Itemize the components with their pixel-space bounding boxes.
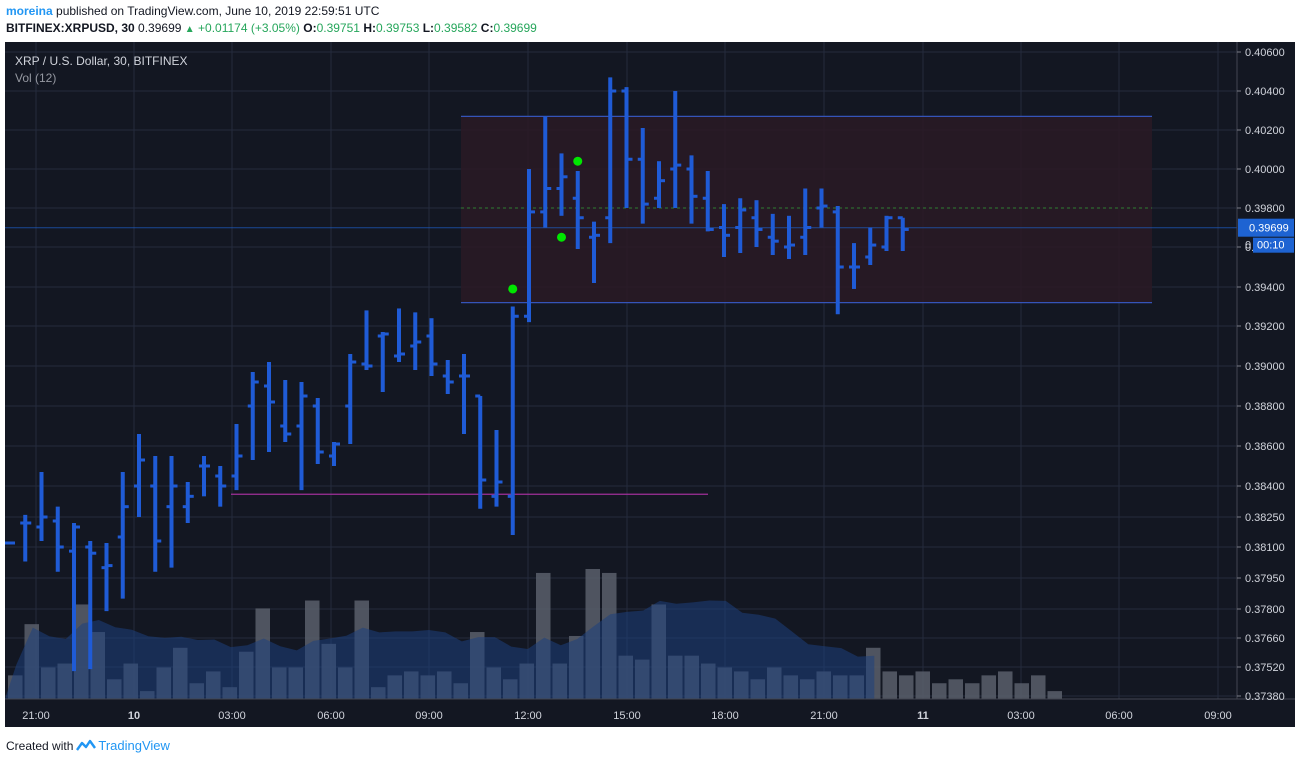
chart-lines — [5, 115, 1237, 495]
time-tick-label: 15:00 — [613, 710, 641, 722]
price-tick-label: 0.37380 — [1245, 691, 1285, 703]
open-value: 0.39751 — [316, 21, 360, 35]
high-value: 0.39753 — [375, 21, 420, 35]
price-tick-label: 0.37660 — [1245, 633, 1285, 645]
last-price: 0.39699 — [138, 21, 182, 35]
price-axis[interactable] — [1237, 42, 1295, 699]
created-with-text: Created with — [6, 739, 74, 753]
low-label: L: — [422, 21, 435, 35]
chart-legend-title: XRP / U.S. Dollar, 30, BITFINEX — [15, 54, 188, 68]
symbol-line: BITFINEX:XRPUSD, 30 0.39699 ▲ +0.01174 (… — [6, 21, 537, 35]
time-axis-labels: 21:00 10 03:00 06:00 09:00 12:00 15:00 18:00 21:… — [22, 710, 1232, 722]
high-label: H: — [363, 21, 376, 35]
volume-ma-area — [5, 600, 875, 699]
volume-bar — [1031, 675, 1046, 699]
volume-bar — [915, 671, 930, 699]
time-tick-label: 21:00 — [22, 710, 50, 722]
volume-bar — [948, 679, 963, 699]
price-tick-label: 0.40400 — [1245, 86, 1285, 98]
price-tick-label: 0.39000 — [1245, 361, 1285, 373]
footer: Created with TradingView — [6, 738, 170, 753]
price-tick-label: 0.37520 — [1245, 662, 1285, 674]
open-label: O: — [303, 21, 317, 35]
publish-line: moreina published on TradingView.com, Ju… — [6, 4, 379, 18]
tradingview-link[interactable]: TradingView — [98, 738, 170, 753]
up-arrow-icon: ▲ — [184, 24, 195, 35]
time-tick-label: 03:00 — [1007, 710, 1035, 722]
volume-legend: Vol (12) — [15, 71, 56, 85]
price-tick-label: 0.37950 — [1245, 573, 1285, 585]
price-tick-label: 0.38400 — [1245, 481, 1285, 493]
signal-marker — [573, 156, 583, 166]
volume-bar — [981, 675, 996, 699]
price-change: +0.01174 (+3.05%) — [198, 21, 300, 35]
volume-bar — [882, 671, 897, 699]
price-tag-countdown: 00:10 — [1257, 240, 1285, 252]
volume-bar — [1014, 683, 1029, 699]
time-tick-label: 06:00 — [317, 710, 345, 722]
time-tick-label: 11 — [917, 710, 929, 722]
close-label: C: — [480, 21, 494, 35]
publish-text: published on TradingView.com, June 10, 2… — [56, 4, 380, 18]
time-tick-label: 10 — [128, 710, 140, 722]
volume-bar — [899, 675, 914, 699]
price-tag-box — [1238, 218, 1294, 237]
signal-marker — [508, 284, 518, 294]
last-price-tag: 0.39699 00:10 0 — [1238, 218, 1294, 253]
price-tick-label: 0.39800 — [1245, 203, 1285, 215]
signal-marker — [557, 232, 566, 242]
time-tick-label: 21:00 — [810, 710, 838, 722]
price-tick-label: 0.40200 — [1245, 125, 1285, 137]
price-tick-label: 0.38100 — [1245, 542, 1285, 554]
volume-bar — [965, 683, 980, 699]
time-tick-label: 03:00 — [218, 710, 246, 722]
signal-markers — [508, 156, 583, 294]
close-value: 0.39699 — [493, 21, 537, 35]
publisher-link[interactable]: moreina — [6, 4, 53, 18]
countdown-box — [1253, 237, 1294, 253]
time-tick-label: 06:00 — [1105, 710, 1133, 722]
symbol-label: BITFINEX:XRPUSD, 30 — [6, 21, 135, 35]
price-tag-value: 0.39699 — [1249, 223, 1289, 235]
price-tick-label: 0.38250 — [1245, 512, 1285, 524]
ohlc-series — [5, 77, 909, 672]
volume-bar — [1047, 691, 1062, 699]
volume-bar — [932, 683, 947, 699]
time-axis[interactable] — [5, 699, 1295, 727]
price-tick-label: 0.37800 — [1245, 604, 1285, 616]
price-tick-label: 0.38800 — [1245, 401, 1285, 413]
price-tick-label: 0.40600 — [1245, 47, 1285, 59]
price-chart[interactable]: 0.40600 0.40400 0.40200 0.40000 0.39800 0.396… — [5, 42, 1295, 727]
tradingview-logo-icon — [76, 739, 97, 751]
time-tick-label: 09:00 — [1204, 710, 1232, 722]
price-tick-label: 0.39400 — [1245, 282, 1285, 294]
price-tick-label: 0.38600 — [1245, 441, 1285, 453]
time-tick-label: 18:00 — [711, 710, 739, 722]
time-tick-label: 09:00 — [415, 710, 443, 722]
price-tag-partial: 0 — [1245, 240, 1251, 252]
time-tick-label: 12:00 — [514, 710, 542, 722]
price-tick-label: 0.40000 — [1245, 164, 1285, 176]
price-tick-label: 0.39200 — [1245, 321, 1285, 333]
low-value: 0.39582 — [434, 21, 478, 35]
volume-bar — [998, 671, 1013, 699]
